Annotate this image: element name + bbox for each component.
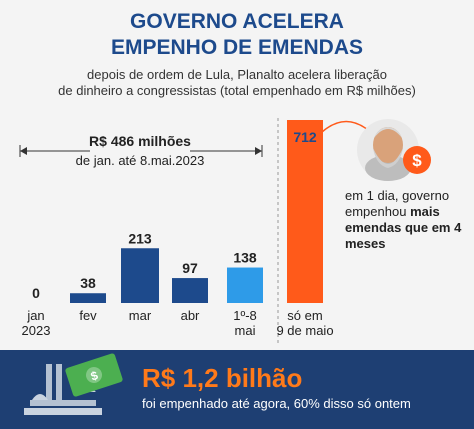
subtitle-line-1: depois de ordem de Lula, Planalto aceler… bbox=[87, 67, 387, 82]
side-note-text: em 1 dia, governo empenhou bbox=[345, 188, 450, 219]
category-label-4-0: 1º-8 bbox=[233, 308, 257, 323]
category-label-5-0: só em bbox=[287, 308, 322, 323]
value-label-4: 138 bbox=[233, 250, 257, 266]
category-label-5-1: 9 de maio bbox=[276, 323, 333, 338]
banknote-icon: $ bbox=[65, 353, 123, 397]
emendas-bar-chart: R$ 486 milhões de jan. até 8.mai.2023 $ … bbox=[19, 118, 431, 345]
category-label-4-1: mai bbox=[235, 323, 256, 338]
title-line-2: EMPENHO DE EMENDAS bbox=[110, 36, 364, 59]
bar-2 bbox=[121, 248, 159, 303]
value-label-2: 213 bbox=[128, 230, 152, 246]
footer-text: foi empenhado até agora, 60% disso só on… bbox=[142, 396, 411, 411]
subtitle-line-2: de dinheiro a congressistas (total empen… bbox=[58, 83, 416, 98]
annotation-total: R$ 486 milhões bbox=[89, 133, 191, 149]
side-note: em 1 dia, governo empenhou mais emendas … bbox=[345, 188, 470, 252]
portrait-illustration bbox=[357, 119, 419, 181]
bar-5 bbox=[287, 120, 323, 303]
connector-line bbox=[321, 120, 369, 133]
footer-banner: $ R$ 1,2 bilhão foi empenhado até agora,… bbox=[0, 350, 474, 429]
category-label-1-0: fev bbox=[79, 308, 97, 323]
period-bracket bbox=[19, 143, 263, 159]
dollar-coin-icon: $ bbox=[403, 146, 431, 174]
value-label-1: 38 bbox=[80, 275, 96, 291]
bar-1 bbox=[70, 293, 106, 303]
category-label-0-0: jan bbox=[26, 308, 44, 323]
category-label-0-1: 2023 bbox=[22, 323, 51, 338]
footer-illustration: $ bbox=[24, 353, 123, 415]
side-note-bold: mais emendas que em 4 meses bbox=[345, 204, 462, 251]
svg-text:$: $ bbox=[412, 151, 422, 170]
value-label-3: 97 bbox=[182, 260, 198, 276]
title-line-1: GOVERNO ACELERA bbox=[130, 10, 344, 33]
value-label-5: 712 bbox=[293, 129, 317, 145]
bar-3 bbox=[172, 278, 208, 303]
footer-amount: R$ 1,2 bilhão bbox=[142, 363, 303, 393]
category-label-3-0: abr bbox=[181, 308, 200, 323]
annotation-period: de jan. até 8.mai.2023 bbox=[76, 153, 205, 168]
value-label-0: 0 bbox=[32, 285, 40, 301]
bar-4 bbox=[227, 267, 263, 303]
svg-text:$: $ bbox=[89, 368, 100, 383]
category-label-2-0: mar bbox=[129, 308, 152, 323]
